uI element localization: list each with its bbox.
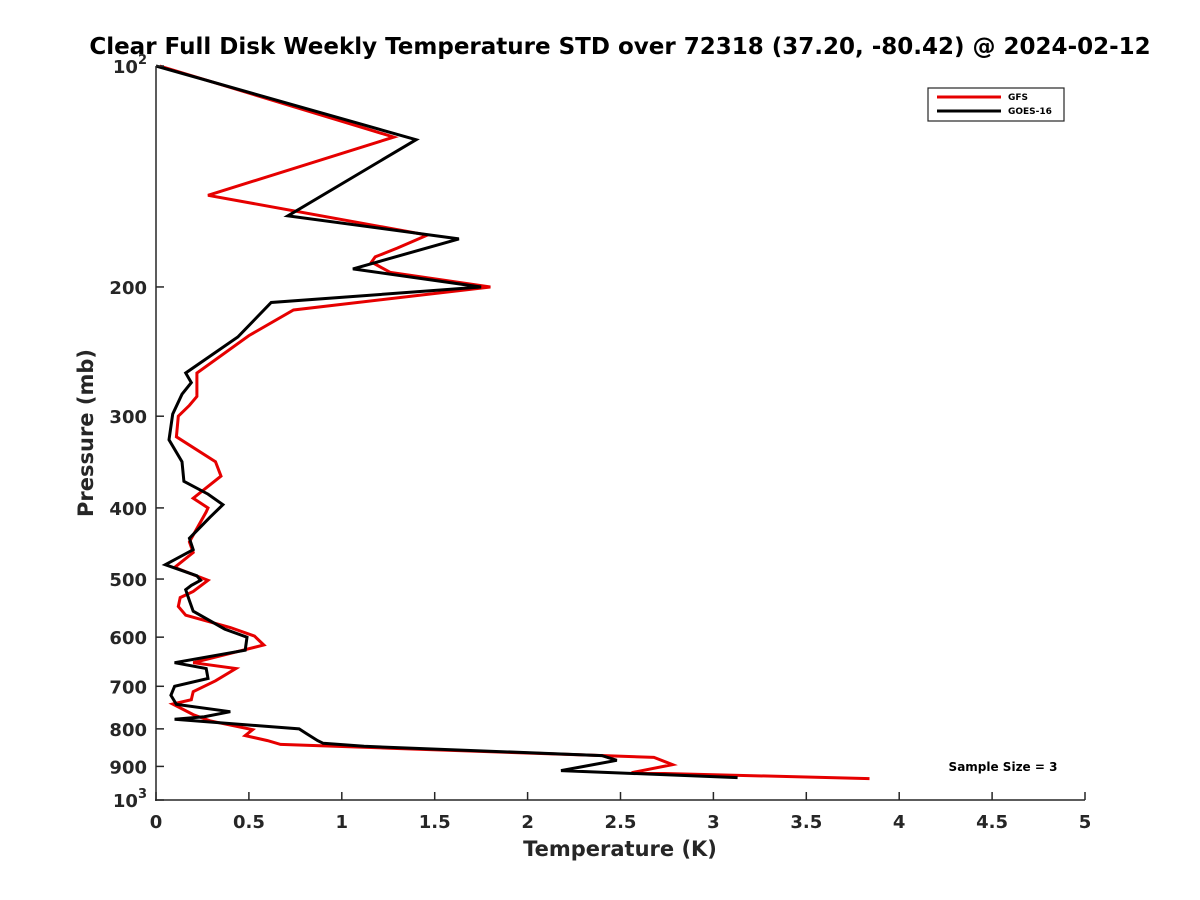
y-tick-label: 102 [113, 53, 147, 78]
y-tick-label: 800 [109, 720, 147, 741]
x-tick-label: 4.5 [976, 812, 1008, 833]
y-tick-label: 400 [109, 499, 147, 520]
y-tick-label: 200 [109, 278, 147, 299]
y-tick-label: 900 [109, 757, 147, 778]
x-tick-label: 1 [336, 812, 349, 833]
x-tick-label: 4 [893, 812, 906, 833]
x-axis-label: Temperature (K) [523, 837, 717, 861]
legend-label-gfs: GFS [1008, 93, 1028, 103]
x-tick-label: 0 [150, 812, 163, 833]
y-tick-label: 103 [113, 787, 147, 812]
series-line-gfs [159, 64, 870, 781]
legend: GFS GOES-16 [927, 87, 1065, 122]
y-axis-label: Pressure (mb) [74, 349, 98, 517]
series-layer [155, 64, 870, 781]
y-tick-label: 700 [109, 677, 147, 698]
chart-title: Clear Full Disk Weekly Temperature STD o… [89, 34, 1150, 60]
x-tick-label: 5 [1079, 812, 1092, 833]
x-tick-label: 2.5 [605, 812, 637, 833]
y-tick-label: 300 [109, 407, 147, 428]
x-tick-label: 1.5 [419, 812, 451, 833]
y-tick-label: 500 [109, 570, 147, 591]
x-tick-label: 3 [707, 812, 720, 833]
ticks-layer: 0 0.5 1 1.5 2 2.5 3 3.5 4 4.5 5 102 200 300 400 500 600 7… [109, 53, 1091, 833]
plot-area [156, 66, 1085, 800]
legend-box [927, 87, 1065, 122]
sample-size-annotation: Sample Size = 3 [949, 760, 1058, 774]
x-tick-label: 0.5 [233, 812, 265, 833]
x-tick-label: 3.5 [790, 812, 822, 833]
series-line-goes-16 [155, 64, 738, 780]
legend-label-goes-16: GOES-16 [1008, 107, 1052, 117]
x-tick-label: 2 [521, 812, 534, 833]
y-tick-label: 600 [109, 628, 147, 649]
